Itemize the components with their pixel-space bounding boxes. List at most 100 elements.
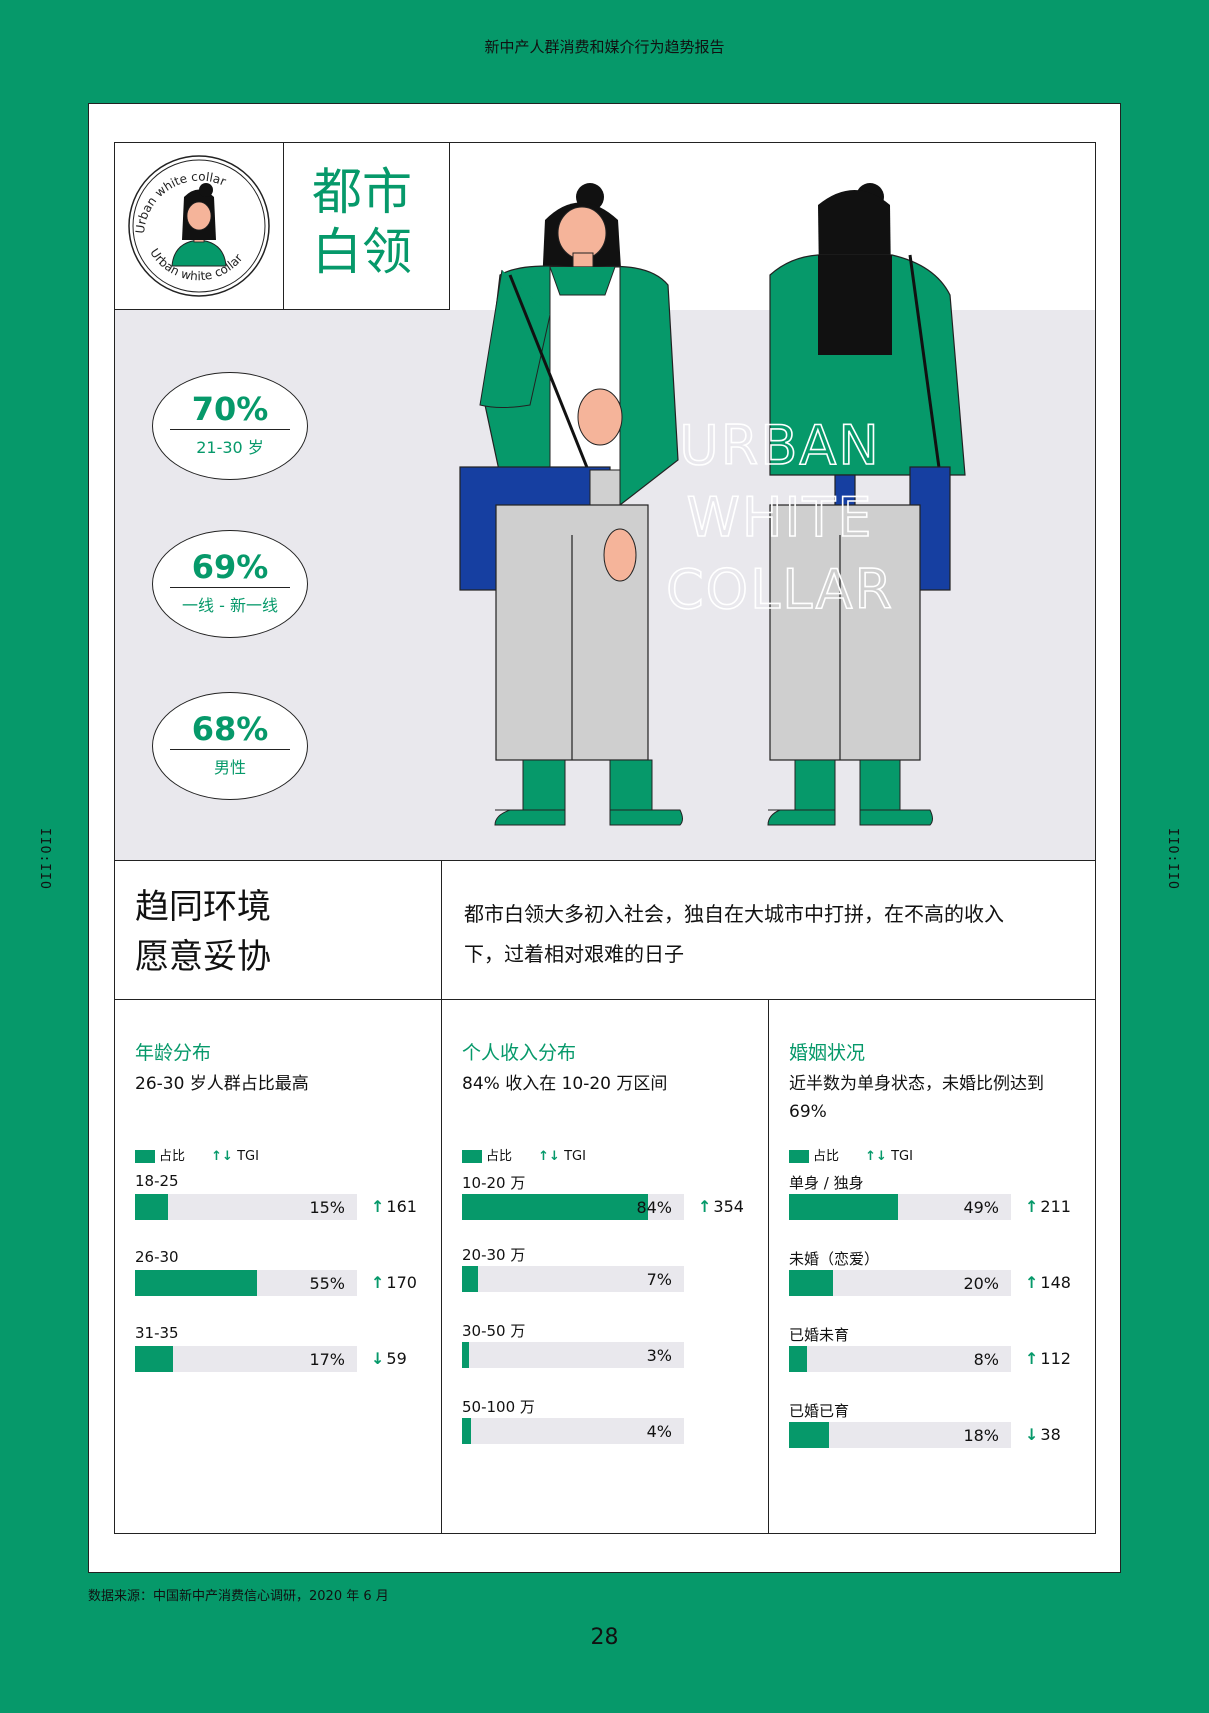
bar-row: 31-35 17% ↓ 59 <box>135 1324 425 1372</box>
title-box: 都市 白领 <box>284 142 450 310</box>
outline-text-line1: URBAN <box>678 413 881 478</box>
column-age: 年龄分布 26-30 岁人群占比最高 占比 ↑↓ TGI 18-25 15% ↑ 16… <box>115 1000 442 1534</box>
stat-city: 69% 一线 - 新一线 <box>152 530 308 638</box>
tgi-arrows-icon: ↑↓ <box>211 1149 233 1164</box>
bar-track: 49% <box>789 1194 1011 1220</box>
share-swatch <box>789 1150 809 1163</box>
bar-track: 15% <box>135 1194 357 1220</box>
urban-white-collar-outline-text: URBAN WHITE COLLAR <box>650 410 910 626</box>
stat-gender-value: 68% <box>191 710 269 748</box>
stat-city-value: 69% <box>191 548 269 586</box>
bar-track: 4% <box>462 1418 684 1444</box>
bar-label: 未婚（恋爱） <box>789 1250 880 1268</box>
page-number: 28 <box>590 1625 619 1650</box>
bar-label: 单身 / 独身 <box>789 1174 864 1192</box>
column-title: 婚姻状况 <box>789 1042 866 1064</box>
bar-fill <box>789 1346 807 1372</box>
bar-label: 已婚已育 <box>789 1402 850 1420</box>
outline-text-line3: COLLAR <box>665 557 895 622</box>
legend-share-label: 占比 <box>486 1149 513 1164</box>
page-title-line1: 都市 <box>312 163 412 221</box>
column-subtitle: 近半数为单身状态，未婚比例达到 69% <box>789 1074 1044 1122</box>
bar-track: 17% <box>135 1346 357 1372</box>
slogan-line2: 愿意妥协 <box>135 937 271 977</box>
bar-row: 50-100 万 4% <box>462 1396 752 1444</box>
bar-percent: 20% <box>963 1274 999 1293</box>
tgi-value: ↓ 59 <box>371 1349 407 1368</box>
bar-label: 20-30 万 <box>462 1246 526 1264</box>
bar-label: 31-35 <box>135 1324 179 1342</box>
stat-age-value: 70% <box>191 390 269 428</box>
bar-label: 18-25 <box>135 1172 179 1190</box>
bar-percent: 17% <box>309 1350 345 1369</box>
legend: 占比 ↑↓ TGI <box>135 1145 259 1164</box>
bar-percent: 7% <box>646 1270 672 1289</box>
bar-percent: 84% <box>636 1198 672 1217</box>
bar-label: 已婚未育 <box>789 1326 850 1344</box>
share-swatch <box>462 1150 482 1163</box>
bar-percent: 3% <box>646 1346 672 1365</box>
tgi-value: ↑ 354 <box>698 1197 744 1216</box>
figures-illustration <box>459 183 966 826</box>
stat-gender: 68% 男性 <box>152 692 308 800</box>
column-income: 个人收入分布 84% 收入在 10-20 万区间 占比 ↑↓ TGI 10-20… <box>442 1000 769 1534</box>
bar-row: 10-20 万 84% ↑ 354 <box>462 1172 752 1220</box>
side-code-left: IIO:IIO <box>37 828 52 890</box>
bar-fill <box>462 1194 649 1220</box>
bar-row: 26-30 55% ↑ 170 <box>135 1248 425 1296</box>
column-subtitle: 26-30 岁人群占比最高 <box>135 1074 309 1094</box>
arrow-up-icon: ↑ <box>1025 1273 1039 1292</box>
figure-front <box>459 183 683 826</box>
bar-label: 26-30 <box>135 1248 179 1266</box>
column-marital: 婚姻状况 近半数为单身状态，未婚比例达到 69% 占比 ↑↓ TGI 单身 / … <box>769 1000 1096 1534</box>
description-text: 都市白领大多初入社会，独自在大城市中打拼，在不高的收入下，过着相对艰难的日子 <box>464 902 1004 966</box>
arrow-up-icon: ↑ <box>1025 1349 1039 1368</box>
bar-percent: 15% <box>309 1198 345 1217</box>
bar-label: 10-20 万 <box>462 1174 526 1192</box>
bar-track: 8% <box>789 1346 1011 1372</box>
bar-fill <box>789 1422 829 1448</box>
arrow-up-icon: ↑ <box>371 1197 385 1216</box>
bar-track: 18% <box>789 1422 1011 1448</box>
page-title-line2: 白领 <box>312 223 412 281</box>
bar-track: 55% <box>135 1270 357 1296</box>
bar-fill <box>462 1418 471 1444</box>
bar-fill <box>462 1266 478 1292</box>
bar-percent: 49% <box>963 1198 999 1217</box>
stat-city-label: 一线 - 新一线 <box>182 596 278 615</box>
bar-fill <box>789 1194 898 1220</box>
legend-tgi-label: TGI <box>237 1149 259 1164</box>
tgi-value: ↑ 112 <box>1025 1349 1071 1368</box>
report-title: 新中产人群消费和媒介行为趋势报告 <box>484 38 725 56</box>
tgi-value: ↑ 211 <box>1025 1197 1071 1216</box>
legend-share-label: 占比 <box>159 1149 186 1164</box>
arrow-up-icon: ↑ <box>1025 1197 1039 1216</box>
bar-row: 30-50 万 3% <box>462 1320 752 1368</box>
legend-share-label: 占比 <box>813 1149 840 1164</box>
tgi-arrows-icon: ↑↓ <box>538 1149 560 1164</box>
slogan-line1: 趋同环境 <box>135 887 271 927</box>
tgi-value: ↑ 148 <box>1025 1273 1071 1292</box>
column-title: 年龄分布 <box>135 1042 212 1064</box>
bar-fill <box>789 1270 834 1296</box>
tgi-value: ↑ 170 <box>371 1273 417 1292</box>
tgi-value: ↓ 38 <box>1025 1425 1061 1444</box>
data-source: 数据来源：中国新中产消费信心调研，2020 年 6 月 <box>88 1589 389 1604</box>
bar-percent: 4% <box>646 1422 672 1441</box>
share-swatch <box>135 1150 155 1163</box>
bar-row: 已婚未育 8% ↑ 112 <box>789 1324 1079 1372</box>
bar-label: 30-50 万 <box>462 1322 526 1340</box>
slogan-box: 趋同环境 愿意妥协 <box>115 860 442 1000</box>
page-title: 都市 白领 <box>312 162 432 282</box>
bar-label: 50-100 万 <box>462 1398 535 1416</box>
tgi-arrows-icon: ↑↓ <box>865 1149 887 1164</box>
bar-fill <box>135 1270 258 1296</box>
bar-percent: 8% <box>973 1350 999 1369</box>
bar-track: 3% <box>462 1342 684 1368</box>
legend: 占比 ↑↓ TGI <box>462 1145 586 1164</box>
bar-row: 20-30 万 7% <box>462 1244 752 1292</box>
arrow-up-icon: ↑ <box>371 1273 385 1292</box>
arrow-up-icon: ↑ <box>698 1197 712 1216</box>
bar-percent: 18% <box>963 1426 999 1445</box>
badge-box: Urban white collar Urban white collar <box>114 142 284 310</box>
